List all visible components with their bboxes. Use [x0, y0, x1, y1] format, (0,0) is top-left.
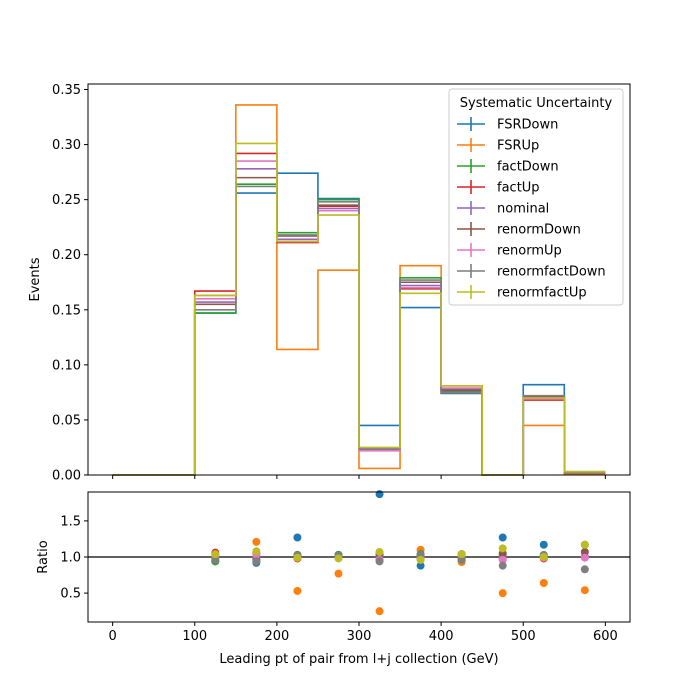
series-line-renormfactUp [112, 142, 606, 476]
y-tick-label: 0.5 [60, 587, 81, 602]
x-tick-label: 400 [429, 629, 454, 644]
ratio-point-renormfactDown [498, 561, 507, 570]
ratio-points-group [211, 490, 589, 616]
ratio-point-FSRUp [498, 589, 507, 598]
legend-label: renormDown [497, 223, 581, 238]
legend-entries: FSRDown FSRUp factDown factUp nominal renormD… [457, 117, 606, 301]
x-tick-label: 500 [511, 629, 536, 644]
legend-box [448, 88, 624, 306]
legend-label: renormfactUp [497, 286, 587, 301]
ratio-point-renormDown [580, 547, 589, 556]
ratio-point-renormfactUp [334, 554, 343, 563]
ratio-point-renormfactUp [580, 540, 589, 549]
ratio-point-FSRUp [375, 607, 384, 616]
x-tick-label: 300 [347, 629, 372, 644]
main-histogram-panel: 0.000.050.100.150.200.250.300.35 Events … [28, 83, 631, 484]
x-axis-label: Leading pt of pair from l+j collection (… [219, 652, 498, 667]
legend-entry-factUp: factUp [457, 180, 540, 196]
ratio-point-renormfactDown [252, 557, 261, 566]
legend: Systematic Uncertainty FSRDown FSRUp factD… [448, 88, 624, 306]
legend-entry-factDown: factDown [457, 159, 559, 175]
legend-entry-nominal: nominal [457, 201, 549, 217]
ratio-point-renormfactDown [375, 557, 384, 566]
y-tick-label: 0.00 [52, 469, 81, 484]
main-y-axis-label: Events [28, 257, 43, 301]
ratio-point-FSRUp [539, 579, 548, 587]
x-tick-label: 0 [108, 629, 116, 644]
ratio-point-renormUp [580, 553, 589, 562]
y-tick-label: 1.5 [60, 514, 81, 529]
ratio-point-renormfactUp [252, 547, 261, 556]
y-tick-label: 0.10 [52, 358, 81, 373]
legend-label: factUp [497, 181, 540, 196]
legend-label: FSRUp [497, 139, 539, 154]
y-tick-label: 0.20 [52, 248, 81, 263]
ratio-y-ticks: 0.5 1.0 1.5 [60, 514, 88, 602]
legend-label: renormUp [497, 244, 562, 259]
ratio-x-ticks: 0 100 200 300 400 500 600 [108, 622, 618, 644]
legend-label: renormfactDown [497, 265, 606, 280]
ratio-point-FSRDown [498, 533, 507, 542]
y-tick-label: 0.05 [52, 413, 81, 428]
ratio-point-renormfactUp [293, 553, 302, 562]
legend-title: Systematic Uncertainty [460, 96, 613, 111]
main-y-ticks: 0.00 0.05 0.10 0.15 0.20 0.25 0.30 0.35 [52, 83, 88, 484]
y-tick-label: 0.35 [52, 83, 81, 98]
ratio-point-renormfactDown [580, 565, 589, 574]
ratio-point-renormfactUp [457, 550, 466, 559]
ratio-point-renormfactUp [498, 544, 507, 553]
y-tick-label: 0.30 [52, 138, 81, 153]
ratio-point-renormfactDown [457, 555, 466, 564]
ratio-point-renormfactUp [375, 547, 384, 556]
ratio-y-axis-label: Ratio [36, 540, 51, 573]
legend-entry-renormUp: renormUp [457, 243, 562, 259]
histogram-series-group [112, 104, 606, 476]
ratio-point-renormfactUp [539, 553, 548, 561]
ratio-point-renormfactDown [211, 555, 220, 564]
ratio-point-FSRUp [334, 569, 343, 578]
y-tick-label: 1.0 [60, 551, 81, 566]
main-x-ticks [112, 475, 606, 479]
legend-entry-renormfactUp: renormfactUp [457, 285, 587, 301]
legend-label: FSRDown [497, 118, 558, 133]
ratio-point-FSRUp [252, 537, 261, 546]
ratio-point-FSRDown [293, 533, 302, 542]
ratio-panel: 0 100 200 300 400 500 600 0.5 1.0 1.5 Ratio Lead… [36, 490, 631, 667]
y-tick-label: 0.25 [52, 193, 81, 208]
ratio-point-FSRUp [293, 586, 302, 595]
ratio-point-FSRDown [539, 540, 548, 549]
x-tick-label: 100 [182, 629, 207, 644]
x-tick-label: 600 [593, 629, 618, 644]
legend-entry-FSRDown: FSRDown [457, 117, 558, 133]
ratio-point-FSRUp [580, 586, 589, 595]
legend-entry-renormfactDown: renormfactDown [457, 264, 606, 280]
x-tick-label: 200 [264, 629, 289, 644]
ratio-point-renormfactUp [211, 550, 220, 559]
legend-entry-FSRUp: FSRUp [457, 138, 539, 154]
ratio-point-FSRDown [375, 490, 384, 499]
legend-label: factDown [497, 160, 559, 175]
ratio-point-renormfactUp [416, 555, 425, 564]
ratio-point-renormUp [498, 555, 507, 564]
ratio-point-FSRDown [416, 561, 425, 570]
legend-label: nominal [497, 202, 549, 217]
y-tick-label: 0.15 [52, 303, 81, 318]
legend-entry-renormDown: renormDown [457, 222, 581, 238]
